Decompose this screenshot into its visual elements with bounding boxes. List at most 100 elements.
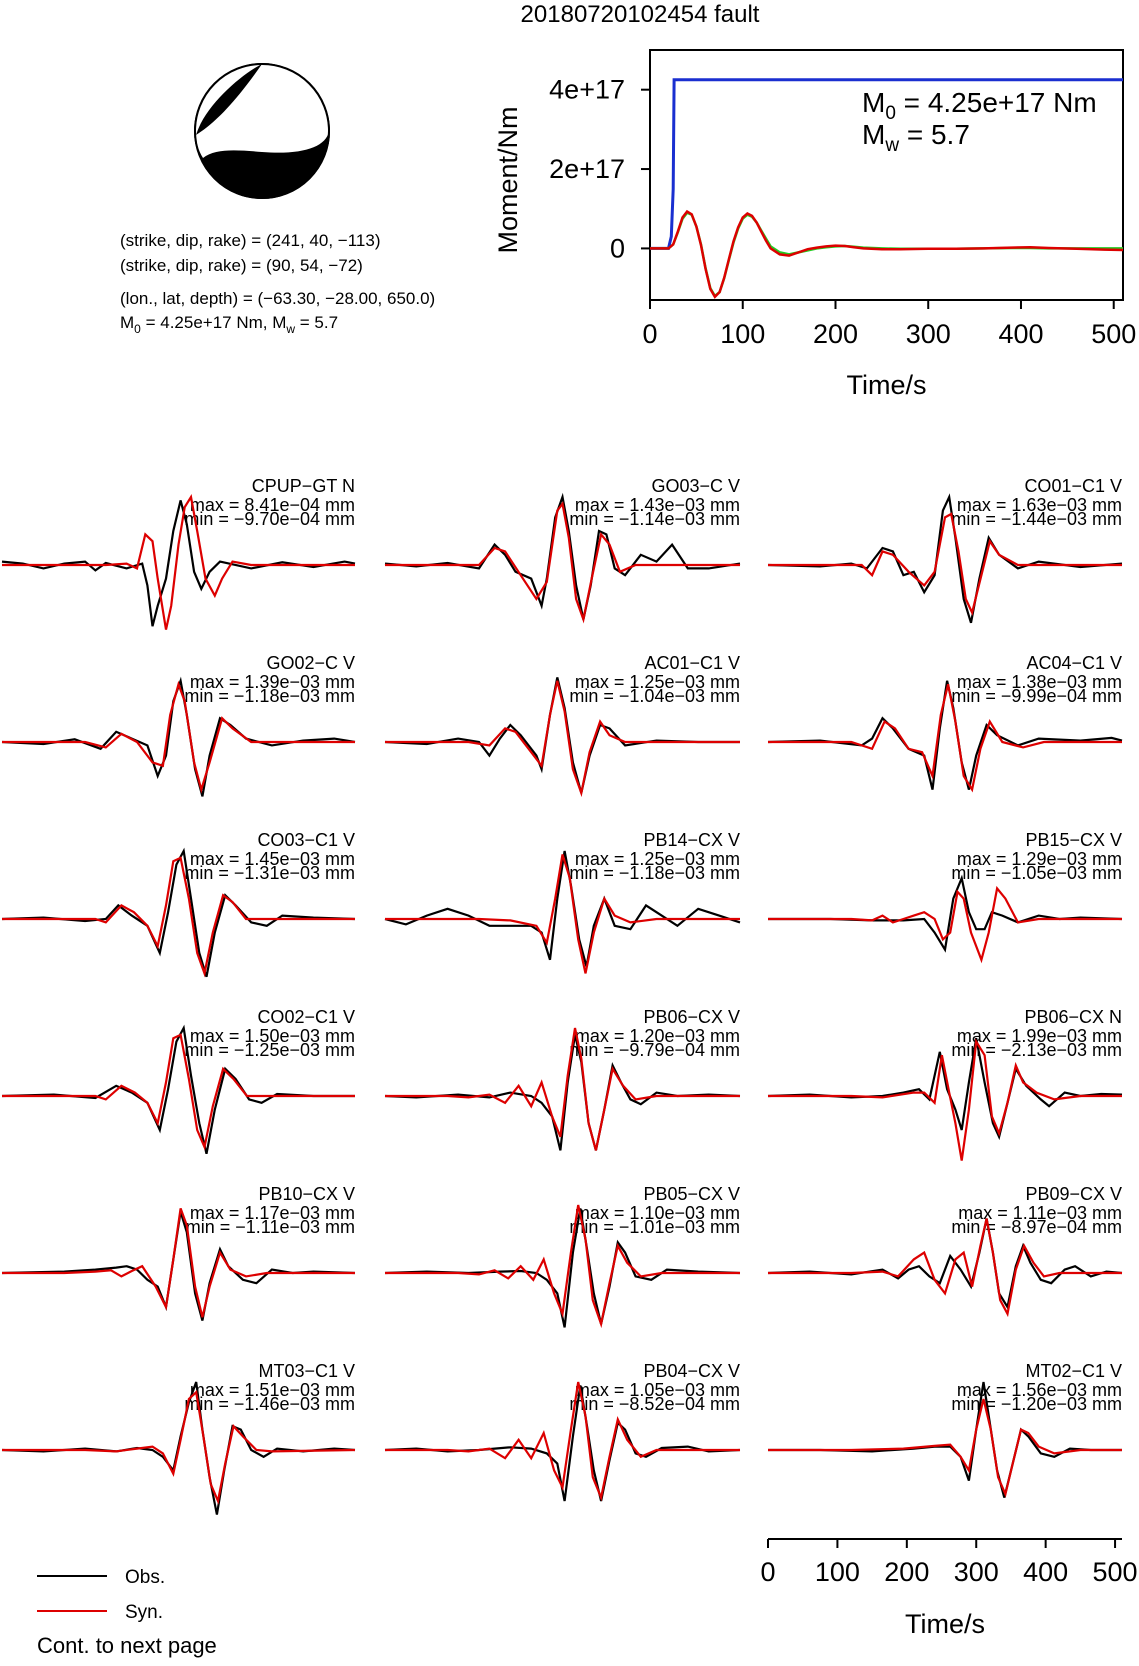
synthetic-trace (768, 1038, 1122, 1161)
moment-rate-green-line (650, 211, 1123, 298)
moment-function-plot: 0 100 200 300 400 500 0 2e+17 4e+17 Time/s Moment/… (493, 49, 1136, 400)
station-max: max = 1.39e−03 mm (190, 672, 355, 692)
synthetic-trace (768, 885, 1122, 964)
moment-annotation: M0 = 4.25e+17 Nm (862, 87, 1097, 124)
synthetic-trace (385, 854, 740, 974)
synthetic-trace (385, 501, 740, 624)
station-label: GO03−C V (651, 476, 740, 496)
station-max: max = 8.41e−04 mm (190, 495, 355, 515)
moment-rate-red-line (650, 209, 1124, 299)
station-min: min = −1.25e−03 mm (184, 1040, 355, 1060)
station-label: MT03−C1 V (258, 1361, 355, 1381)
synthetic-trace (2, 1208, 355, 1318)
x-tick-label: 100 (720, 319, 765, 349)
station-min: min = −1.18e−03 mm (569, 863, 740, 883)
station-max: max = 1.25e−03 mm (575, 672, 740, 692)
time-axis-tick-label: 400 (1023, 1557, 1068, 1587)
observed-trace (767, 493, 1123, 624)
synthetic-trace (385, 680, 740, 798)
station-max: max = 1.45e−03 mm (190, 849, 355, 869)
station-label: PB06−CX V (643, 1007, 740, 1027)
time-axis-label: Time/s (905, 1609, 985, 1639)
x-axis-label: Time/s (847, 370, 927, 400)
station-max: max = 1.10e−03 mm (575, 1203, 740, 1223)
x-tick-label: 500 (1091, 319, 1136, 349)
synthetic-trace (768, 1218, 1122, 1318)
station-max: max = 1.25e−03 mm (575, 849, 740, 869)
y-tick-label: 0 (610, 233, 625, 263)
synthetic-trace (2, 1033, 355, 1151)
station-max: max = 1.38e−03 mm (957, 672, 1122, 692)
station-max: max = 1.50e−03 mm (190, 1026, 355, 1046)
station-label: GO02−C V (266, 653, 355, 673)
figure-title: 20180720102454 fault (521, 1, 760, 28)
y-tick-label: 2e+17 (549, 154, 625, 184)
legend-syn-label: Syn. (125, 1602, 163, 1623)
synthetic-trace (2, 1389, 356, 1505)
x-tick-label: 300 (906, 319, 951, 349)
synthetic-trace (2, 856, 355, 978)
station-label: PB04−CX V (643, 1361, 740, 1381)
station-min: min = −1.44e−03 mm (951, 509, 1122, 529)
station-label: PB14−CX V (643, 830, 740, 850)
station-max: max = 1.11e−03 mm (958, 1203, 1122, 1223)
station-label: PB09−CX V (1025, 1184, 1122, 1204)
station-label: PB06−CX N (1024, 1007, 1122, 1027)
synthetic-trace (768, 1398, 1122, 1498)
station-min: min = −1.05e−03 mm (951, 863, 1122, 883)
station-label: MT02−C1 V (1025, 1361, 1122, 1381)
station-label: AC01−C1 V (644, 653, 740, 673)
observed-trace (768, 874, 1123, 953)
focal-mechanism-beachball (194, 63, 330, 199)
station-max: max = 1.63e−03 mm (957, 495, 1122, 515)
station-min: min = −1.01e−03 mm (569, 1217, 740, 1237)
station-max: max = 1.43e−03 mm (575, 495, 740, 515)
time-axis-tick-label: 0 (760, 1557, 775, 1587)
station-min: min = −9.99e−04 mm (951, 686, 1122, 706)
station-max: max = 1.05e−03 mm (575, 1380, 740, 1400)
station-label: PB15−CX V (1025, 830, 1122, 850)
nodal-plane-2: (strike, dip, rake) = (90, 54, −72) (120, 256, 363, 275)
time-axis-tick-label: 300 (954, 1557, 999, 1587)
y-tick-label: 4e+17 (549, 75, 625, 105)
observed-trace (384, 492, 741, 620)
station-max: max = 1.20e−03 mm (575, 1026, 740, 1046)
station-min: min = −1.14e−03 mm (569, 509, 740, 529)
station-min: min = −1.31e−03 mm (184, 863, 355, 883)
time-axis-tick-label: 100 (815, 1557, 860, 1587)
station-label: PB05−CX V (643, 1184, 740, 1204)
waveform-time-axis: 0 100 200 300 400 500 Time/s (760, 1538, 1138, 1639)
legend-obs-label: Obs. (125, 1567, 165, 1588)
observed-trace (1, 847, 356, 978)
station-label: CO02−C1 V (257, 1007, 355, 1027)
station-label: CO01−C1 V (1024, 476, 1122, 496)
continuation-note: Cont. to next page (37, 1633, 217, 1658)
magnitude-annotation: Mw = 5.7 (862, 119, 970, 156)
station-label: CO03−C1 V (257, 830, 355, 850)
station-min: min = −9.70e−04 mm (184, 509, 355, 529)
synthetic-trace (385, 1027, 740, 1151)
observed-trace (1, 1024, 355, 1155)
x-tick-label: 200 (813, 319, 858, 349)
x-tick-label: 0 (642, 319, 657, 349)
hypocenter-location: (lon., lat, depth) = (−63.30, −28.00, 65… (120, 289, 435, 308)
station-min: min = −8.52e−04 mm (569, 1394, 740, 1414)
station-min: min = −1.46e−03 mm (184, 1394, 355, 1414)
time-axis-tick-label: 200 (884, 1557, 929, 1587)
station-label: PB10−CX V (258, 1184, 355, 1204)
